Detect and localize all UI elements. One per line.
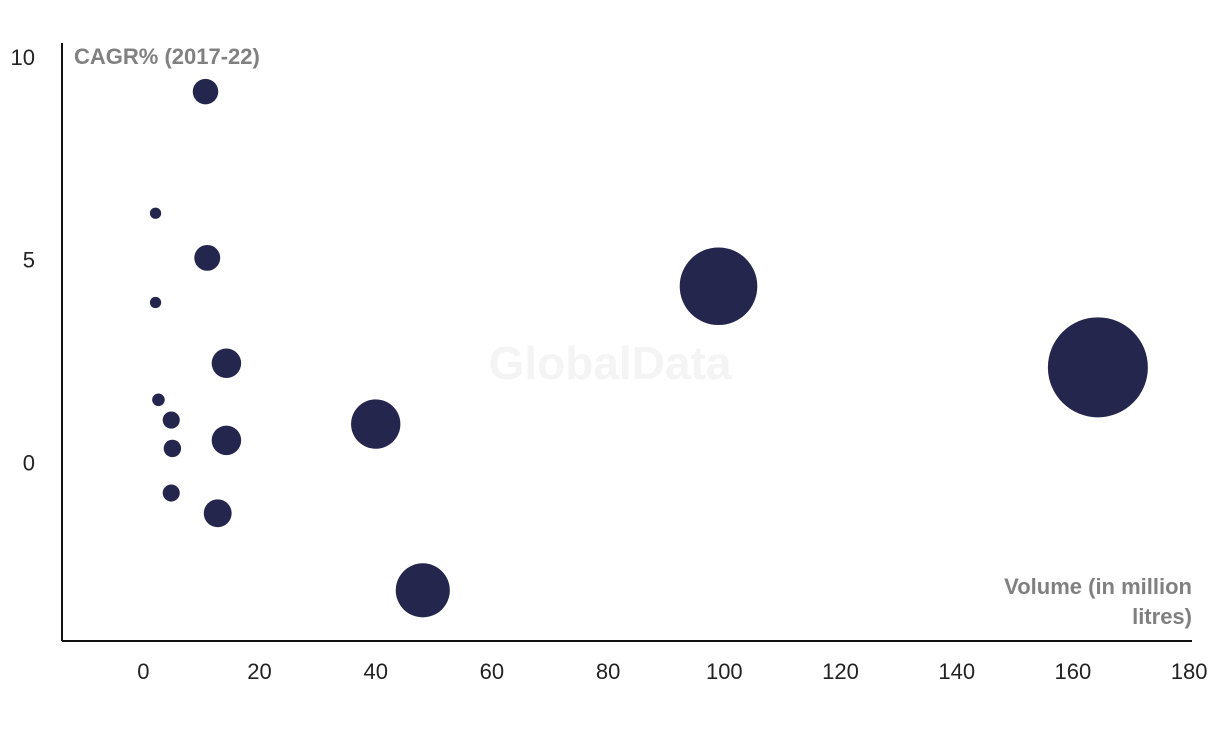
x-axis-title: Volume (in million litres): [1004, 574, 1192, 629]
x-tick-label: 140: [938, 659, 975, 684]
bubble: [162, 411, 180, 429]
bubble: [152, 393, 165, 407]
y-axis-title: CAGR% (2017-22): [74, 44, 260, 69]
x-tick-label: 100: [706, 659, 743, 684]
bubble: [194, 244, 221, 271]
bubble: [679, 247, 758, 326]
watermark: GlobalData: [489, 337, 732, 389]
bubble: [149, 296, 162, 309]
x-tick-label: 80: [596, 659, 620, 684]
x-tick-label: 160: [1055, 659, 1092, 684]
y-tick-label: 5: [23, 248, 35, 273]
x-tick-label: 20: [247, 659, 271, 684]
bubble: [162, 484, 180, 502]
bubble: [192, 78, 219, 105]
x-tick-label: 40: [363, 659, 387, 684]
x-tick-label: 120: [822, 659, 859, 684]
bubble: [351, 399, 401, 449]
bubble: [211, 425, 242, 456]
x-tick-label: 0: [137, 659, 149, 684]
y-tick-label: 10: [11, 45, 35, 70]
x-tick-label: 60: [480, 659, 504, 684]
bubble: [163, 439, 182, 458]
bubble: [203, 499, 232, 528]
bubble: [1047, 317, 1148, 418]
bubble: [149, 207, 162, 219]
bubble: [211, 348, 242, 379]
x-tick-label: 180: [1171, 659, 1208, 684]
bubble: [395, 563, 450, 618]
y-tick-label: 0: [23, 450, 35, 475]
